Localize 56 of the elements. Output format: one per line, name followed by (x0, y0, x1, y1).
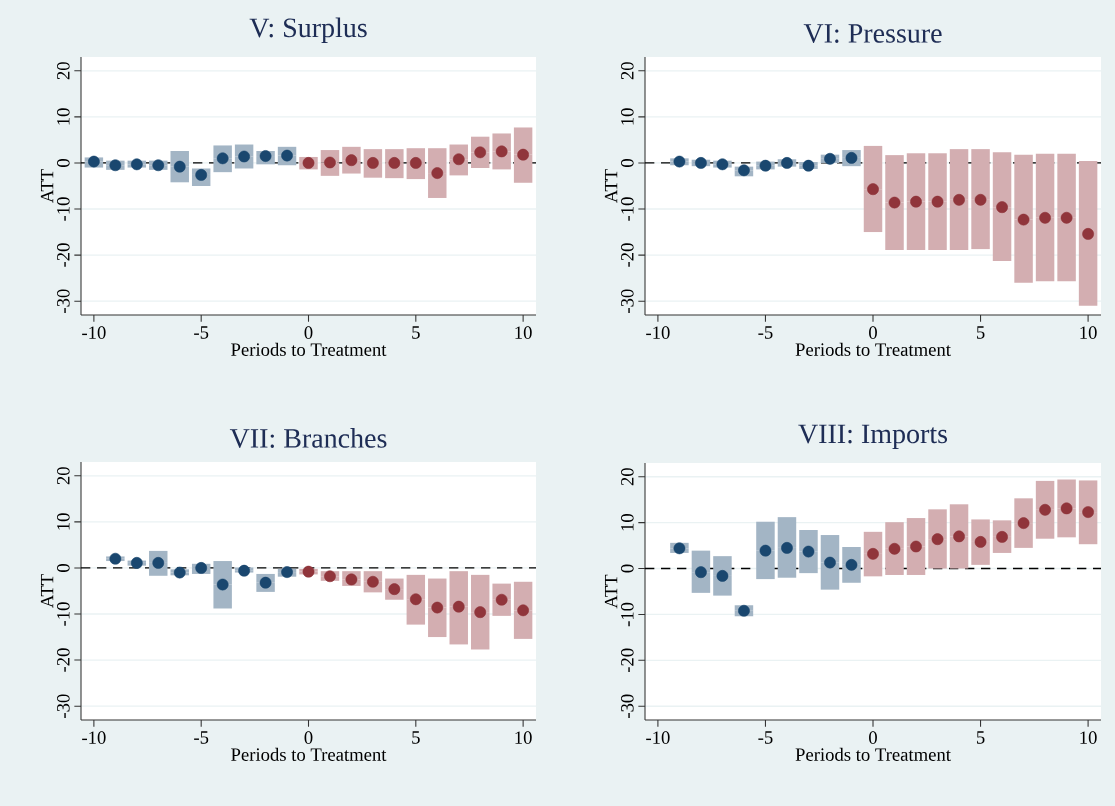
y-tick-label: -30 (57, 289, 70, 313)
x-tick-label: 0 (869, 731, 877, 744)
y-tick-label: -10 (621, 197, 634, 221)
x-tick-label: 5 (976, 326, 985, 339)
y-tick-label: 0 (57, 159, 70, 167)
y-tick-label: -20 (57, 243, 70, 267)
y-tick-label: 20 (57, 62, 70, 80)
y-tick-label: -30 (621, 289, 634, 313)
x-axis-title: Periods to Treatment (795, 747, 951, 761)
y-tick-label: 20 (57, 467, 70, 485)
y-tick-label: -30 (57, 694, 70, 718)
x-tick-label: -10 (646, 326, 670, 339)
chart-title: VII: Branches (229, 428, 387, 448)
y-tick-label: -10 (621, 602, 634, 627)
x-axis-title: Periods to Treatment (231, 342, 387, 356)
y-tick-label: -10 (57, 197, 70, 221)
x-axis-title: Periods to Treatment (231, 747, 387, 761)
y-tick-label: 0 (621, 564, 634, 573)
x-tick-label: -5 (758, 731, 773, 744)
y-tick-label: 20 (621, 468, 634, 486)
x-tick-label: 5 (412, 731, 420, 744)
x-tick-label: -10 (646, 731, 670, 744)
y-tick-label: 0 (57, 564, 70, 572)
x-tick-label: 10 (1080, 326, 1097, 339)
y-axis-title: ATT (40, 169, 54, 203)
y-axis-title: ATT (604, 574, 618, 609)
chart-title: VI: Pressure (803, 24, 942, 43)
chart-title: V: Surplus (249, 17, 367, 43)
x-tick-label: 10 (515, 731, 532, 744)
x-tick-label: 5 (412, 326, 420, 339)
y-tick-label: -20 (621, 648, 634, 673)
x-tick-label: -5 (194, 326, 209, 339)
y-tick-label: -20 (57, 648, 70, 672)
x-tick-label: -5 (758, 326, 773, 339)
y-tick-label: -20 (621, 243, 634, 267)
y-tick-label: 10 (57, 513, 70, 530)
x-tick-label: 0 (304, 731, 313, 744)
y-axis-title: ATT (604, 169, 618, 203)
x-tick-label: 10 (515, 326, 532, 339)
x-tick-label: 10 (1080, 731, 1097, 744)
y-tick-label: 10 (57, 108, 70, 125)
x-tick-label: 0 (869, 326, 877, 339)
y-tick-label: -10 (57, 602, 70, 626)
x-tick-label: -5 (194, 731, 209, 744)
x-tick-label: 5 (976, 731, 985, 744)
y-tick-label: 10 (621, 514, 634, 531)
x-tick-label: -10 (82, 326, 106, 339)
x-tick-label: 0 (304, 326, 313, 339)
y-tick-label: -30 (621, 694, 634, 718)
chart-title: VIII: Imports (798, 424, 948, 449)
x-axis-title: Periods to Treatment (795, 342, 951, 356)
y-tick-label: 20 (621, 62, 634, 80)
x-tick-label: -10 (82, 731, 106, 744)
y-tick-label: 0 (621, 159, 634, 167)
y-axis-title: ATT (40, 574, 54, 608)
y-tick-label: 10 (621, 108, 634, 125)
